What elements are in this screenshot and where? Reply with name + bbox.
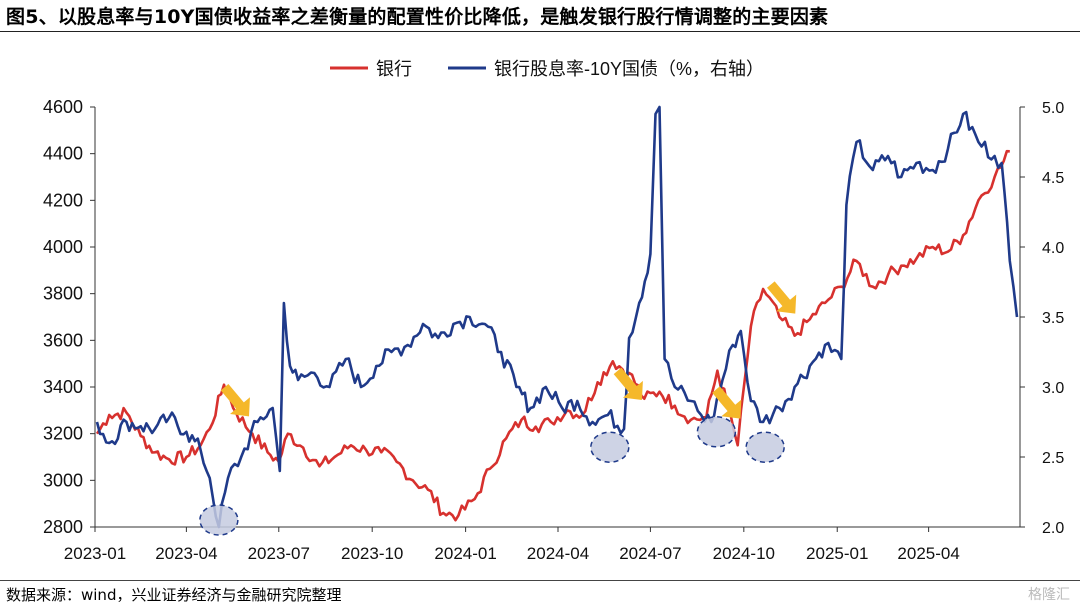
series-line-dividend-spread	[95, 105, 1019, 529]
y-right-tick-label: 2.5	[1042, 450, 1064, 467]
series-line-bank-index	[95, 149, 1010, 522]
y-left-tick-label: 4400	[43, 144, 83, 164]
x-tick-label: 2023-07	[248, 544, 310, 563]
trough-highlight	[745, 431, 785, 463]
trough-highlight	[696, 416, 737, 448]
chart-annotations	[199, 281, 797, 536]
y-left-tick-label: 3800	[43, 284, 83, 304]
y-right-tick-label: 2.0	[1042, 520, 1064, 537]
y-left-tick-label: 4600	[43, 97, 83, 117]
source-note: 数据来源：wind，兴业证券经济与金融研究院整理	[6, 586, 342, 604]
chart-marks	[95, 105, 1019, 529]
y-left-tick-label: 4000	[43, 237, 83, 257]
chart-axes: 2800 3000 3200 3400 3600 3800 4000 4200 4400 4600…	[43, 97, 1064, 563]
y-left-tick-label: 3600	[43, 330, 83, 350]
legend-label-bank-index: 银行	[376, 59, 412, 79]
x-tick-label: 2024-07	[619, 544, 681, 563]
y-left-tick-label: 3000	[43, 470, 83, 490]
x-tick-label: 2025-04	[897, 544, 959, 563]
line-chart: 银行 银行股息率-10Y国债（%，右轴） 2800 3000 3200 3400 3600…	[43, 59, 1064, 563]
x-tick-label: 2023-01	[64, 544, 126, 563]
x-tick-label: 2023-10	[341, 544, 403, 563]
arrow-marker	[767, 281, 797, 314]
x-tick-label: 2023-04	[155, 544, 217, 563]
x-tick-label: 2025-01	[806, 544, 868, 563]
y-right-tick-label: 3.0	[1042, 380, 1064, 397]
legend-label-dividend-spread: 银行股息率-10Y国债（%，右轴）	[494, 59, 764, 79]
x-tick-label: 2024-01	[434, 544, 496, 563]
arrow-shape	[712, 386, 742, 419]
y-left-tick-label: 3400	[43, 377, 83, 397]
trough-highlight	[590, 431, 630, 463]
arrow-marker	[220, 383, 250, 417]
title-divider	[0, 31, 1080, 32]
legend: 银行 银行股息率-10Y国债（%，右轴）	[330, 59, 764, 79]
watermark-logo: 格隆汇	[1028, 587, 1070, 603]
y-right-tick-label: 3.5	[1042, 310, 1064, 327]
arrow-shape	[220, 383, 250, 417]
y-left-tick-label: 4200	[43, 190, 83, 210]
y-right-tick-label: 4.0	[1042, 240, 1064, 257]
y-right-tick-label: 5.0	[1042, 100, 1064, 117]
arrow-shape	[613, 367, 643, 400]
x-tick-label: 2024-04	[527, 544, 589, 563]
y-left-tick-label: 2800	[43, 517, 83, 537]
arrow-marker	[613, 367, 643, 400]
trough-highlight	[199, 504, 239, 536]
footer-divider	[0, 580, 1080, 581]
y-right-tick-label: 4.5	[1042, 170, 1064, 187]
y-left-tick-label: 3200	[43, 424, 83, 444]
arrow-marker	[712, 386, 742, 419]
page-title: 图5、以股息率与10Y国债收益率之差衡量的配置性价比降低，是触发银行股行情调整的…	[6, 6, 829, 28]
x-tick-label: 2024-10	[713, 544, 775, 563]
arrow-shape	[767, 281, 797, 314]
